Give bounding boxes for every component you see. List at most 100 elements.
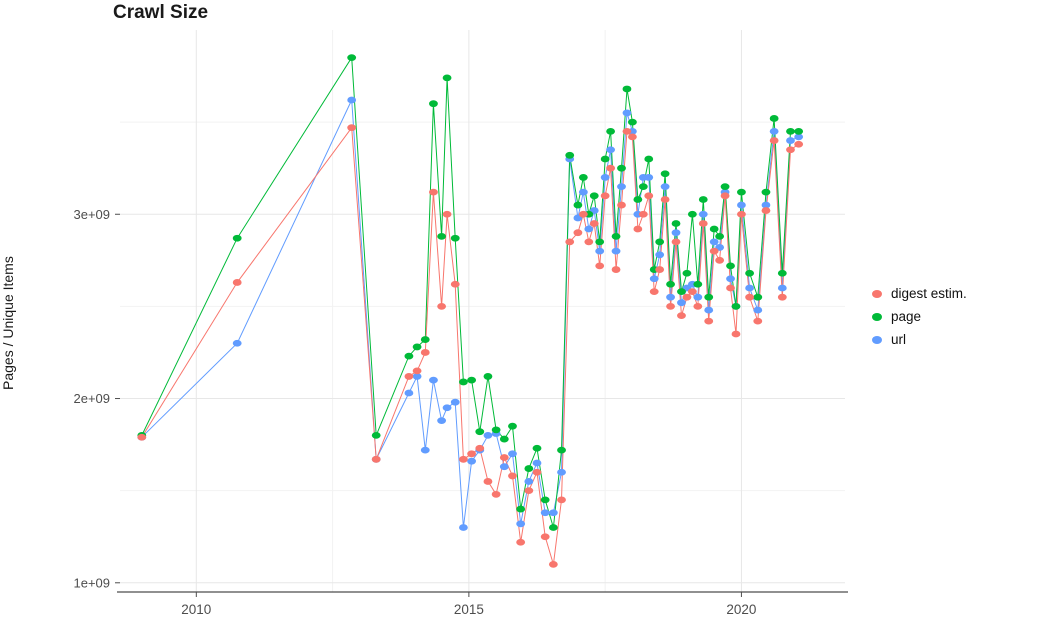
- data-point-digest-estim-: [412, 367, 422, 375]
- data-point-digest-estim-: [633, 225, 643, 233]
- data-point-page: [709, 225, 719, 233]
- data-point-url: [698, 210, 708, 218]
- data-point-url: [578, 188, 588, 196]
- data-point-page: [412, 343, 422, 351]
- data-point-url: [347, 96, 357, 104]
- data-point-page: [628, 118, 637, 126]
- data-point-url: [737, 201, 746, 209]
- data-point-url: [611, 247, 621, 255]
- data-point-url: [655, 251, 665, 259]
- data-point-page: [737, 188, 746, 196]
- data-point-url: [671, 229, 681, 237]
- data-point-url: [450, 398, 460, 406]
- data-point-url: [499, 463, 509, 471]
- legend-item-url: url: [872, 332, 967, 347]
- data-point-url: [467, 457, 476, 465]
- data-point-url: [709, 238, 719, 246]
- data-point-url: [677, 299, 686, 307]
- data-point-url: [606, 146, 616, 154]
- data-point-page: [404, 352, 414, 360]
- data-point-url: [761, 201, 771, 209]
- data-point-digest-estim-: [737, 210, 746, 218]
- data-point-page: [491, 426, 501, 434]
- data-point-page: [720, 183, 730, 191]
- data-point-digest-estim-: [617, 201, 626, 209]
- data-point-digest-estim-: [720, 192, 730, 200]
- data-point-digest-estim-: [499, 454, 509, 461]
- data-point-page: [731, 302, 741, 310]
- data-point-digest-estim-: [450, 280, 460, 288]
- data-point-page: [459, 378, 468, 386]
- data-point-digest-estim-: [726, 284, 735, 292]
- data-point-page: [232, 234, 242, 242]
- data-point-digest-estim-: [232, 279, 242, 286]
- data-point-page: [633, 196, 643, 203]
- data-point-page: [769, 115, 779, 122]
- data-point-url: [548, 509, 558, 517]
- data-point-digest-estim-: [761, 207, 771, 214]
- data-point-digest-estim-: [600, 192, 610, 200]
- chart-title: Crawl Size: [113, 2, 209, 23]
- data-point-url: [557, 468, 566, 476]
- data-point-page: [573, 201, 583, 209]
- data-point-url: [584, 225, 594, 233]
- legend-label: page: [891, 309, 922, 324]
- data-point-digest-estim-: [347, 124, 357, 132]
- data-point-url: [420, 446, 430, 454]
- data-point-digest-estim-: [595, 262, 605, 270]
- data-point-url: [232, 339, 242, 347]
- data-point-url: [459, 524, 468, 531]
- data-point-page: [347, 54, 357, 62]
- data-point-digest-estim-: [704, 317, 714, 325]
- data-point-page: [595, 238, 605, 246]
- data-point-page: [371, 431, 381, 439]
- data-point-digest-estim-: [745, 293, 755, 301]
- data-point-page: [420, 336, 430, 343]
- data-point-url: [622, 109, 632, 117]
- data-point-page: [578, 174, 588, 181]
- data-point-page: [704, 293, 714, 301]
- data-point-page: [475, 428, 485, 436]
- legend-label: digest estim.: [891, 286, 967, 301]
- data-point-page: [524, 465, 534, 472]
- series-line-digest-estim-: [141, 126, 799, 565]
- data-point-url: [753, 306, 763, 314]
- x-tick-label: 2020: [726, 602, 756, 617]
- data-point-page: [565, 151, 575, 159]
- data-point-page: [698, 196, 708, 203]
- data-point-digest-estim-: [491, 490, 501, 498]
- data-point-digest-estim-: [769, 137, 779, 144]
- data-point-digest-estim-: [677, 312, 686, 320]
- legend: digest estim. page url: [872, 286, 967, 347]
- data-point-page: [693, 280, 703, 288]
- data-point-digest-estim-: [578, 210, 588, 218]
- data-point-url: [745, 284, 755, 292]
- data-point-url: [666, 293, 675, 301]
- data-point-page: [666, 280, 675, 288]
- data-point-digest-estim-: [698, 220, 708, 227]
- data-point-page: [429, 100, 438, 108]
- data-point-url: [794, 133, 804, 141]
- data-point-digest-estim-: [404, 373, 414, 380]
- data-point-digest-estim-: [442, 210, 452, 218]
- data-point-url: [532, 459, 542, 467]
- data-point-digest-estim-: [524, 487, 534, 495]
- data-point-digest-estim-: [655, 266, 665, 273]
- data-point-digest-estim-: [508, 472, 517, 480]
- data-point-digest-estim-: [731, 330, 741, 338]
- data-point-url: [786, 137, 795, 144]
- data-point-digest-estim-: [540, 533, 550, 541]
- data-point-page: [677, 288, 686, 296]
- data-point-digest-estim-: [709, 247, 719, 255]
- data-point-page: [483, 373, 493, 380]
- data-point-digest-estim-: [682, 293, 692, 301]
- data-point-page: [508, 422, 517, 430]
- data-point-url: [777, 284, 787, 292]
- data-point-url: [693, 293, 703, 301]
- data-point-page: [622, 85, 632, 93]
- data-point-page: [516, 505, 526, 513]
- legend-label: url: [891, 332, 907, 347]
- data-point-digest-estim-: [565, 238, 575, 246]
- x-tick-label: 2010: [181, 602, 211, 617]
- data-point-digest-estim-: [371, 455, 381, 463]
